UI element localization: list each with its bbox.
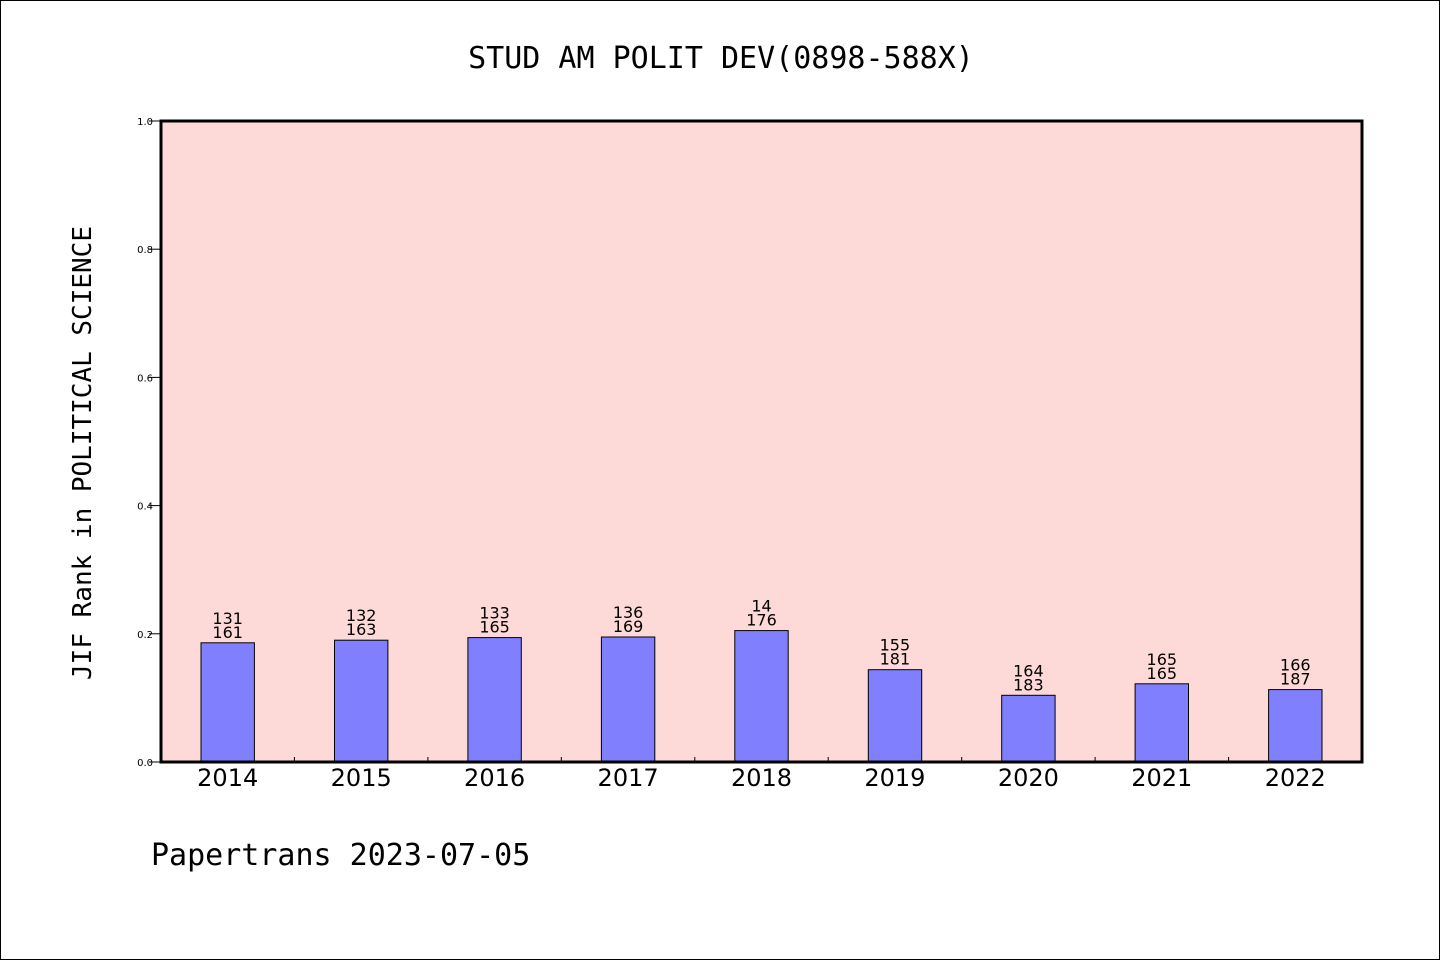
- x-axis-ticks: 2014 2015 2016 2017 2018 2019 2020 2021 2022: [197, 757, 1326, 792]
- x-tick-label-2017: 2017: [598, 764, 659, 792]
- bar-label-top-2021: 165: [1147, 650, 1178, 669]
- y-tick-label: 0.8: [137, 245, 153, 256]
- bar-label-top-2016: 133: [479, 604, 510, 623]
- y-tick-label: 0.0: [137, 758, 153, 769]
- plot-frame: [159, 119, 1364, 764]
- bar-label-top-2017: 136: [613, 603, 644, 622]
- x-tick-label-2019: 2019: [864, 764, 925, 792]
- chart-title: STUD AM POLIT DEV(0898-588X): [468, 41, 974, 76]
- bar-label-top-2019: 155: [880, 636, 911, 655]
- bar-label-top-2015: 132: [346, 606, 377, 625]
- bar-2018: [734, 630, 789, 763]
- bar-2022: [1268, 689, 1323, 763]
- x-tick-label-2015: 2015: [331, 764, 392, 792]
- footer-watermark: Papertrans 2023-07-05: [151, 838, 530, 873]
- y-axis-label: JIF Rank in POLITICAL SCIENCE: [68, 226, 98, 680]
- x-tick-label-2020: 2020: [998, 764, 1059, 792]
- y-tick-label: 0.4: [137, 502, 153, 513]
- bar-label-top-2022: 166: [1280, 656, 1311, 675]
- bar-2015: [334, 639, 389, 763]
- bar-label-bottom-2018: 176: [746, 611, 777, 630]
- bar-2016: [467, 637, 522, 763]
- x-tick-label-2014: 2014: [197, 764, 258, 792]
- bar-label-bottom-2016: 165: [479, 618, 510, 637]
- bar-2020: [1001, 694, 1056, 763]
- y-tick-label: 0.6: [137, 373, 153, 384]
- bar-label-top-2014: 131: [212, 609, 243, 628]
- bar-2019: [867, 669, 923, 763]
- bar-2017: [600, 636, 656, 763]
- y-tick-label: 0.2: [137, 630, 153, 641]
- bar-label-bottom-2019: 181: [880, 650, 911, 669]
- bar-label-bottom-2014: 161: [212, 623, 243, 642]
- y-tick-label: 1.0: [137, 117, 153, 128]
- bar-label-bottom-2022: 187: [1280, 670, 1311, 689]
- bar-label-bottom-2015: 163: [346, 620, 377, 639]
- bar-2014: [200, 642, 255, 763]
- bar-labels-layer: 1311611321631331651361691417615518116418…: [212, 597, 1310, 695]
- x-tick-label-2018: 2018: [731, 764, 792, 792]
- bar-2021: [1134, 683, 1189, 763]
- bar-label-top-2020: 164: [1013, 661, 1044, 680]
- bar-label-bottom-2020: 183: [1013, 675, 1044, 694]
- x-tick-label-2016: 2016: [464, 764, 525, 792]
- bar-label-bottom-2017: 169: [613, 617, 644, 636]
- y-axis-ticks: 0.0 0.2 0.4 0.6 0.8 1.0: [137, 117, 161, 769]
- x-tick-label-2022: 2022: [1265, 764, 1326, 792]
- bar-label-top-2018: 14: [751, 597, 771, 616]
- bar-label-bottom-2021: 165: [1147, 664, 1178, 683]
- x-tick-label-2021: 2021: [1131, 764, 1192, 792]
- bars-layer: [200, 630, 1323, 763]
